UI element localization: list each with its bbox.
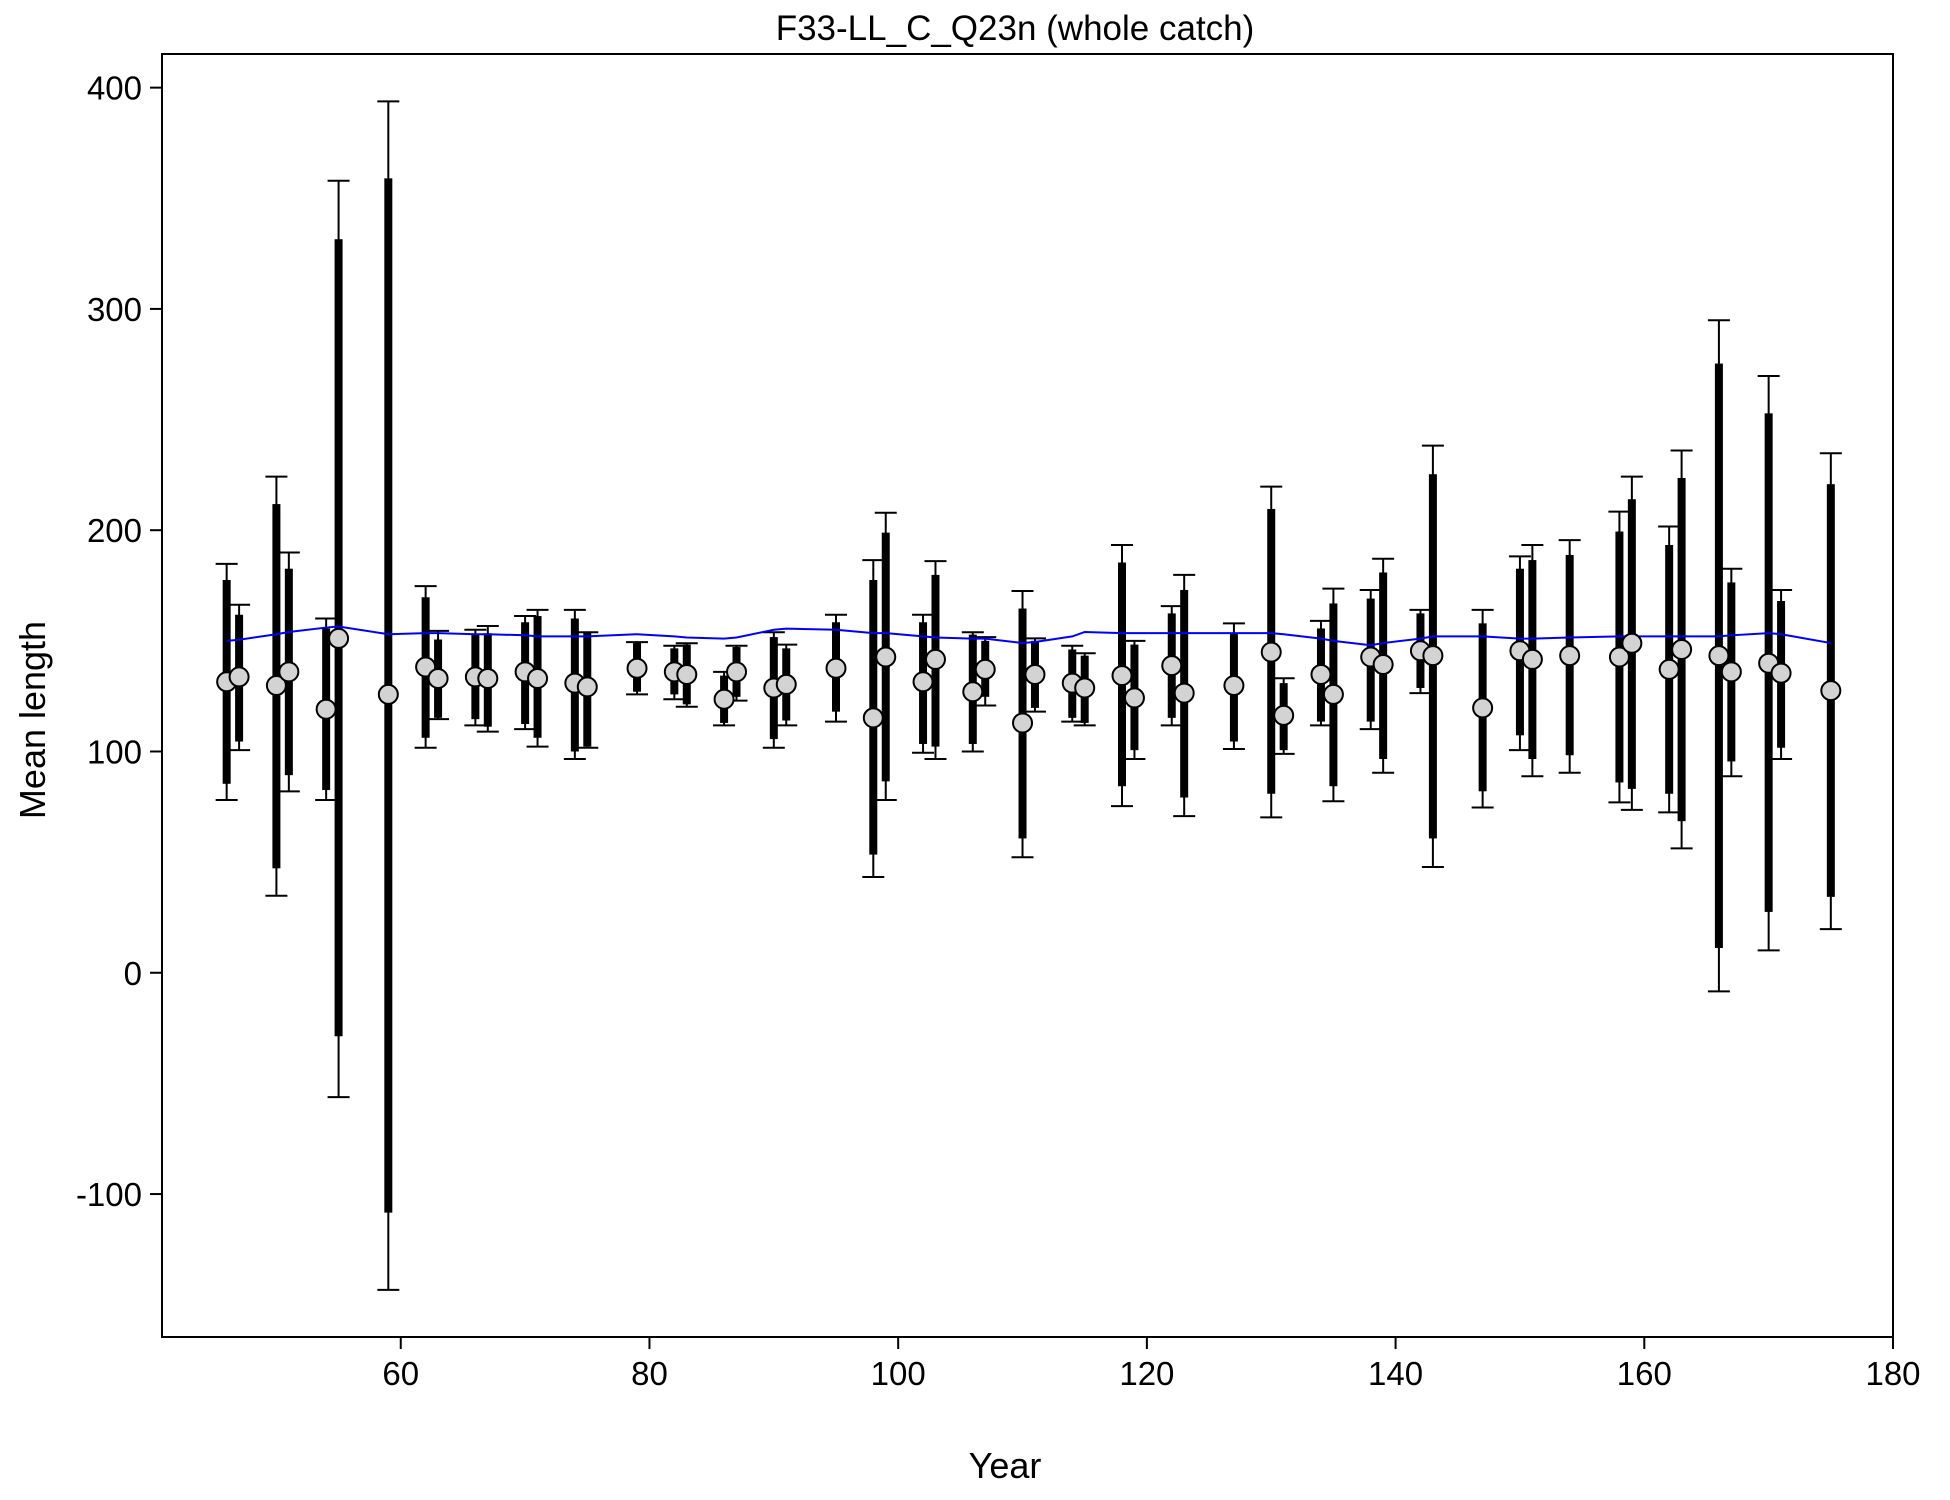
observed-point	[265, 675, 287, 697]
x-tick-label: 100	[871, 1355, 926, 1392]
observed-point	[1608, 646, 1630, 668]
observed-point	[1012, 712, 1034, 734]
observed-point	[713, 688, 735, 710]
observed-point	[1559, 645, 1581, 667]
observed-point	[1671, 638, 1693, 660]
x-tick-label: 160	[1617, 1355, 1672, 1392]
x-tick-label: 120	[1119, 1355, 1174, 1392]
observed-point	[1372, 654, 1394, 676]
chart-title: F33-LL_C_Q23n (whole catch)	[776, 9, 1255, 48]
observed-point	[676, 663, 698, 685]
observed-point	[1770, 662, 1792, 684]
y-tick-label: 300	[87, 291, 142, 328]
x-tick-label: 80	[631, 1355, 668, 1392]
observed-point	[1273, 704, 1295, 726]
plot-frame	[161, 53, 1894, 1338]
observed-point	[1322, 683, 1344, 705]
observed-point	[1173, 682, 1195, 704]
observed-point	[726, 661, 748, 683]
observed-point	[924, 648, 946, 670]
x-tick-label: 60	[382, 1355, 419, 1392]
observed-point	[1223, 675, 1245, 697]
observed-point	[1260, 641, 1282, 663]
observed-point	[527, 667, 549, 689]
y-tick-label: 400	[87, 70, 142, 107]
observed-point	[962, 681, 984, 703]
observed-point	[427, 667, 449, 689]
observed-point	[775, 673, 797, 695]
observed-point	[1521, 648, 1543, 670]
x-tick-label: 140	[1368, 1355, 1423, 1392]
observed-point	[1422, 645, 1444, 667]
observed-point	[875, 646, 897, 668]
y-axis-label: Mean length	[12, 621, 53, 819]
observed-point	[1720, 661, 1742, 683]
observed-point	[1472, 697, 1494, 719]
y-tick-label: -100	[76, 1176, 142, 1213]
x-tick-label: 180	[1865, 1355, 1920, 1392]
observed-point	[315, 698, 337, 720]
observed-point	[278, 661, 300, 683]
y-tick-label: 200	[87, 512, 142, 549]
observed-point	[626, 657, 648, 679]
observed-point	[576, 676, 598, 698]
observed-point	[1310, 663, 1332, 685]
y-tick-label: 100	[87, 733, 142, 770]
observed-point	[1621, 632, 1643, 654]
observed-point	[477, 667, 499, 689]
observed-point	[377, 683, 399, 705]
observed-point	[974, 658, 996, 680]
observed-point	[1123, 687, 1145, 709]
observed-point	[1161, 655, 1183, 677]
observed-point	[1708, 645, 1730, 667]
observed-point	[825, 657, 847, 679]
observed-point	[1024, 663, 1046, 685]
expected-line	[226, 625, 1831, 647]
observed-point	[228, 666, 250, 688]
x-axis-label: Year	[969, 1445, 1042, 1486]
observed-point	[328, 627, 350, 649]
observed-point	[912, 671, 934, 693]
observed-point	[1658, 658, 1680, 680]
observed-point	[1820, 680, 1842, 702]
observed-point	[1074, 677, 1096, 699]
y-tick-label: 0	[124, 955, 142, 992]
observed-point	[1111, 665, 1133, 687]
observed-point	[862, 707, 884, 729]
